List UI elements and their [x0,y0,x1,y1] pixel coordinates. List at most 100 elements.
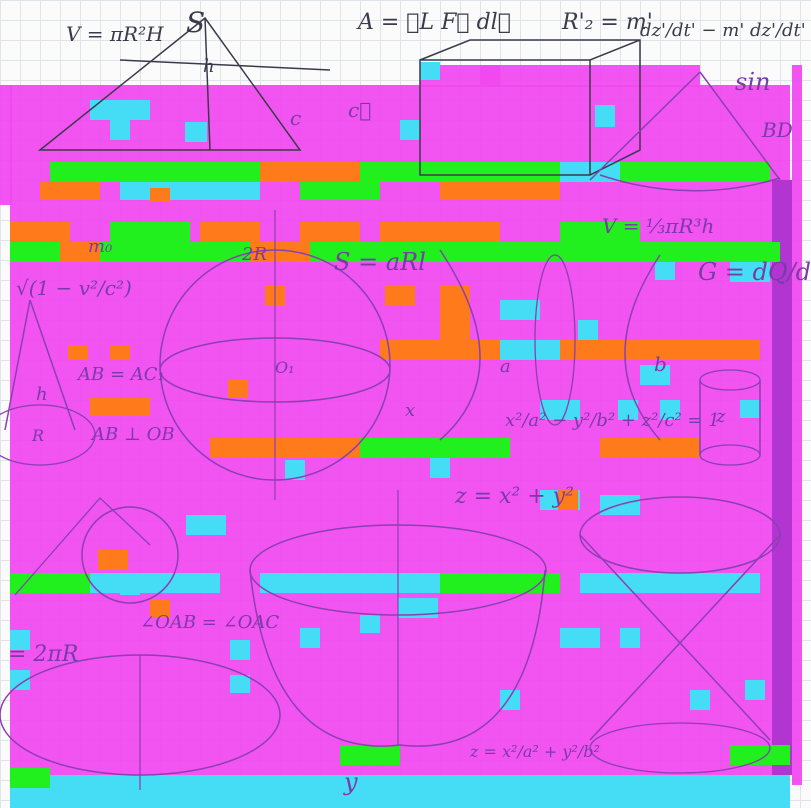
glitch-band-22 [600,438,700,458]
glitch-band-14 [560,222,640,242]
cylinder-top [699,369,761,391]
glitch-band-21 [360,438,510,458]
formula-a: a [500,356,511,377]
glitch-band-0 [50,162,260,182]
glitch-block-6 [420,62,440,80]
glitch-block-31 [360,615,380,633]
left-cone-outline [4,299,76,431]
formula-b: b [654,352,667,376]
formula-line-integral: A = ∮L F⃗ dl⃗ [358,10,511,35]
hyperboloid-waist [534,254,576,426]
formula-2r: 2R [242,244,268,265]
glitch-band-26 [440,573,560,593]
glitch-band-8 [440,182,560,200]
glitch-block-33 [560,628,600,648]
double-cone-bottom [589,722,771,774]
glitch-band-29 [730,745,790,765]
glitch-block-3 [400,120,420,140]
cylinder-outline [699,380,761,455]
purple-strip [772,180,792,775]
glitch-block-24 [285,460,305,480]
glitch-block-4 [595,105,615,127]
paraboloid-outline [249,569,546,747]
double-cone-top [579,496,781,574]
formula-angles: ∠OAB = ∠OAC [140,612,280,633]
glitch-band-9 [10,222,70,242]
formula-sin: sin [735,68,771,96]
glitch-block-40 [690,690,710,710]
glitch-band-19 [500,340,560,360]
formula-z-cyl: z [716,406,726,427]
glitch-block-35 [10,630,30,650]
glitch-band-11 [200,222,260,242]
glitch-block-14 [730,262,770,282]
glitch-block-36 [230,640,250,660]
glitch-block-8 [385,285,415,305]
formula-surface: S = aRl [334,248,426,276]
formula-m0: m₀ [88,236,113,257]
glitch-block-43 [120,575,140,595]
glitch-block-22 [740,400,760,418]
formula-r-cone: R [32,426,45,445]
glitch-block-32 [398,598,438,618]
glitch-band-2 [360,162,560,182]
formula-y-axis: y [344,768,358,796]
cone-outline [589,71,781,192]
formula-s: S [186,6,206,39]
glitch-block-0 [90,100,150,120]
glitch-block-16 [228,380,248,398]
hyperboloid-outline [439,249,661,441]
formula-bd: BD [762,118,793,142]
glitch-band-10 [110,222,190,242]
formula-cone-volume: V = πR²H [66,22,164,46]
formula-lorentz: √(1 − v²/c²) [16,276,132,300]
glitch-block-30 [300,628,320,648]
formula-derivatives: dz'/dt' − m' dz'/dt' ½ ЯC = [640,20,811,41]
glitch-band-15 [10,242,780,262]
magenta-edge-left [0,85,12,205]
glitch-band-27 [580,573,760,593]
formula-elliptic-paraboloid: z = x²/a² + y²/b² [470,742,600,761]
glitch-block-42 [230,675,250,693]
cylinder-base [699,444,761,466]
glitch-block-12 [500,300,540,320]
glitch-band-20 [210,438,370,458]
glitch-band-4 [620,162,770,182]
glitch-band-13 [380,222,500,242]
glitch-block-5 [150,188,170,202]
glitch-block-28 [98,550,128,570]
formula-o1: O₁ [275,358,295,377]
glitch-block-37 [150,600,170,618]
pyramid-outline [37,16,331,151]
prism-outline [419,39,641,176]
glitch-band-7 [300,182,380,200]
glitch-band-12 [300,222,360,242]
glitch-band-16 [60,242,100,262]
glitch-block-21 [660,400,680,420]
glitch-block-34 [620,628,640,648]
glitch-block-15 [578,320,598,340]
formula-r-m: R'₂ = m' [562,10,653,35]
magenta-right-edge [792,65,802,785]
glitch-block-41 [745,680,765,700]
glitch-block-23 [430,458,450,478]
glitch-block-17 [90,398,150,416]
glitch-band-28 [340,745,400,765]
glitch-band-5 [40,182,100,200]
glitch-block-10 [68,345,88,360]
glitch-block-2 [185,122,207,142]
double-cone-sides [579,534,781,741]
formula-h: h [203,56,215,77]
left-cone-base [0,404,96,466]
formula-hyperboloid: x²/a² − y²/b² + z²/c² = 1 [505,410,720,431]
glitch-band-18 [380,340,760,360]
formula-circumference: = 2πR [8,642,79,667]
glitch-block-1 [110,120,130,140]
formula-x-axis: x [405,400,416,421]
glitch-block-38 [10,670,30,690]
glitch-block-13 [655,262,675,280]
green-bottom-block [10,768,50,788]
glitch-band-17 [250,242,310,262]
